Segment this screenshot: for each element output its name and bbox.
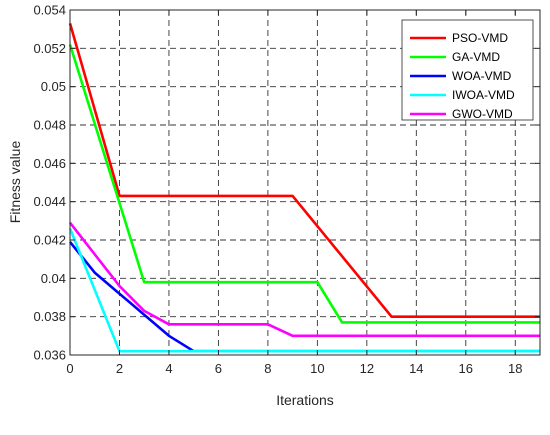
y-tick-labels: 0.036 0.038 0.04 0.042 0.044 0.046 0.048 0.05 0.… — [33, 3, 66, 363]
x-axis-label: Iterations — [276, 392, 334, 408]
y-tick-label: 0.046 — [33, 156, 66, 171]
y-axis-label: Fitness value — [7, 141, 23, 224]
axis-ticks — [69, 9, 540, 356]
x-tick-label: 8 — [264, 361, 271, 376]
x-tick-label: 2 — [116, 361, 123, 376]
x-tick-label: 14 — [409, 361, 423, 376]
legend-entry: WOA-VMD — [452, 69, 512, 83]
y-tick-label: 0.044 — [33, 194, 66, 209]
legend-entry: PSO-VMD — [452, 31, 508, 45]
y-tick-label: 0.048 — [33, 118, 66, 133]
plot-frame — [69, 9, 541, 356]
legend: PSO-VMD GA-VMD WOA-VMD IWOA-VMD GWO-VMD — [401, 19, 534, 121]
legend-entry: IWOA-VMD — [452, 88, 515, 102]
y-tick-label: 0.04 — [41, 271, 66, 286]
legend-entry: GWO-VMD — [452, 107, 513, 121]
series-line-pso-vmd — [68, 23, 540, 319]
x-tick-labels: 0 2 4 6 8 10 12 14 16 18 — [66, 361, 522, 376]
x-tick-label: 18 — [508, 361, 522, 376]
x-tick-label: 10 — [310, 361, 324, 376]
y-tick-label: 0.042 — [33, 233, 66, 248]
legend-box — [401, 19, 534, 121]
x-tick-label: 6 — [215, 361, 222, 376]
series-line-gwo-vmd — [68, 221, 540, 338]
y-tick-label: 0.05 — [41, 79, 66, 94]
y-tick-label: 0.038 — [33, 309, 66, 324]
x-tick-label: 4 — [165, 361, 172, 376]
x-tick-label: 0 — [66, 361, 73, 376]
y-tick-label: 0.054 — [33, 3, 66, 18]
legend-entry: GA-VMD — [452, 50, 500, 64]
y-tick-label: 0.052 — [33, 41, 66, 56]
y-tick-label: 0.036 — [33, 348, 66, 363]
x-tick-label: 12 — [360, 361, 374, 376]
x-tick-label: 16 — [459, 361, 473, 376]
series-line-ga-vmd — [68, 44, 540, 324]
